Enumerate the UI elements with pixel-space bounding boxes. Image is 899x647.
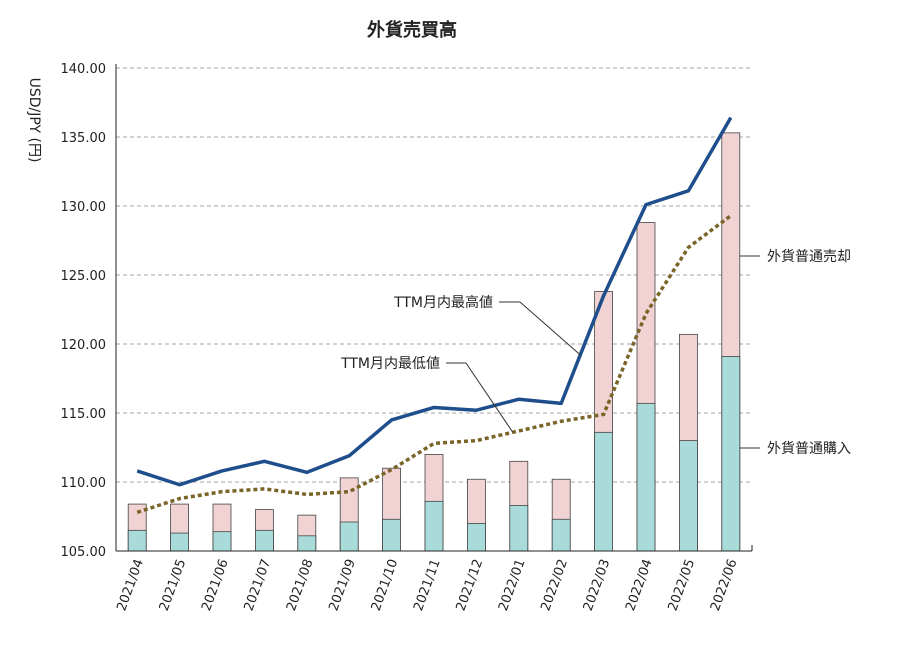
high-annotation-diagonal (519, 301, 581, 356)
y-tick-label: 105.00 (61, 545, 107, 560)
x-tick-labels: 2021/04 2021/05 2021/06 2021/07 2021/08 2021/… (114, 557, 740, 613)
bar-buy (679, 440, 698, 552)
bar-buy (339, 521, 359, 552)
line-series-high (136, 116, 733, 487)
bar-buy (127, 529, 147, 552)
y-tick-label: 140.00 (61, 62, 107, 77)
x-tick-label: 2022/01 (496, 557, 529, 613)
x-tick-label: 2021/11 (411, 557, 444, 613)
x-tick-label: 2022/05 (666, 557, 699, 613)
bar-buy (212, 531, 232, 552)
y-tick-label: 130.00 (61, 200, 107, 215)
annotation-buy: 外貨普通購入 (767, 440, 851, 457)
x-tick-label: 2022/06 (708, 557, 741, 613)
bar-buy (509, 505, 529, 552)
bar-buy (636, 402, 656, 552)
annotations-group: TTM月内最高値 TTM月内最低値 外貨普通売却 外貨普通購入 (340, 248, 851, 457)
line-series-low (136, 214, 732, 515)
low-annotation-diagonal (465, 362, 514, 433)
annotation-sell: 外貨普通売却 (767, 248, 851, 265)
x-tick-label: 2021/10 (369, 557, 402, 613)
x-tick-label: 2022/03 (581, 557, 614, 613)
y-tick-label: 120.00 (61, 338, 107, 353)
axes-group (115, 64, 753, 552)
y-tick-label: 110.00 (61, 476, 107, 491)
bar-buy (551, 518, 571, 552)
bars-group (127, 132, 741, 552)
x-tick-label: 2021/08 (284, 557, 317, 613)
bar-buy (424, 500, 444, 552)
y-axis-label: USD/JPY (円) (26, 78, 42, 163)
y-tick-labels: 105.00 110.00 115.00 120.00 125.00 130.00 135.… (61, 62, 107, 560)
bar-buy (254, 529, 274, 552)
chart-title: 外貨売買高 (367, 19, 457, 41)
grid-lines (116, 67, 752, 483)
annotation-low: TTM月内最低値 (340, 356, 440, 372)
x-tick-label: 2021/05 (157, 557, 190, 613)
bar-buy (594, 431, 613, 552)
x-tick-label: 2022/02 (538, 557, 571, 613)
x-tick-label: 2021/09 (326, 557, 359, 613)
lines-group (136, 116, 733, 515)
x-tick-label: 2022/04 (623, 557, 656, 613)
y-tick-label: 135.00 (61, 131, 107, 146)
x-tick-label: 2021/06 (199, 557, 232, 613)
bar-buy (382, 518, 402, 552)
y-tick-label: 115.00 (61, 407, 107, 422)
bar-buy (170, 532, 190, 552)
x-tick-label: 2021/12 (454, 557, 487, 613)
bar-buy (466, 523, 486, 552)
bar-buy (297, 535, 317, 552)
annotation-high: TTM月内最高値 (393, 294, 493, 311)
x-tick-label: 2021/07 (242, 557, 275, 613)
x-tick-label: 2021/04 (114, 557, 147, 613)
y-tick-label: 125.00 (61, 269, 107, 284)
bar-buy (721, 356, 741, 552)
